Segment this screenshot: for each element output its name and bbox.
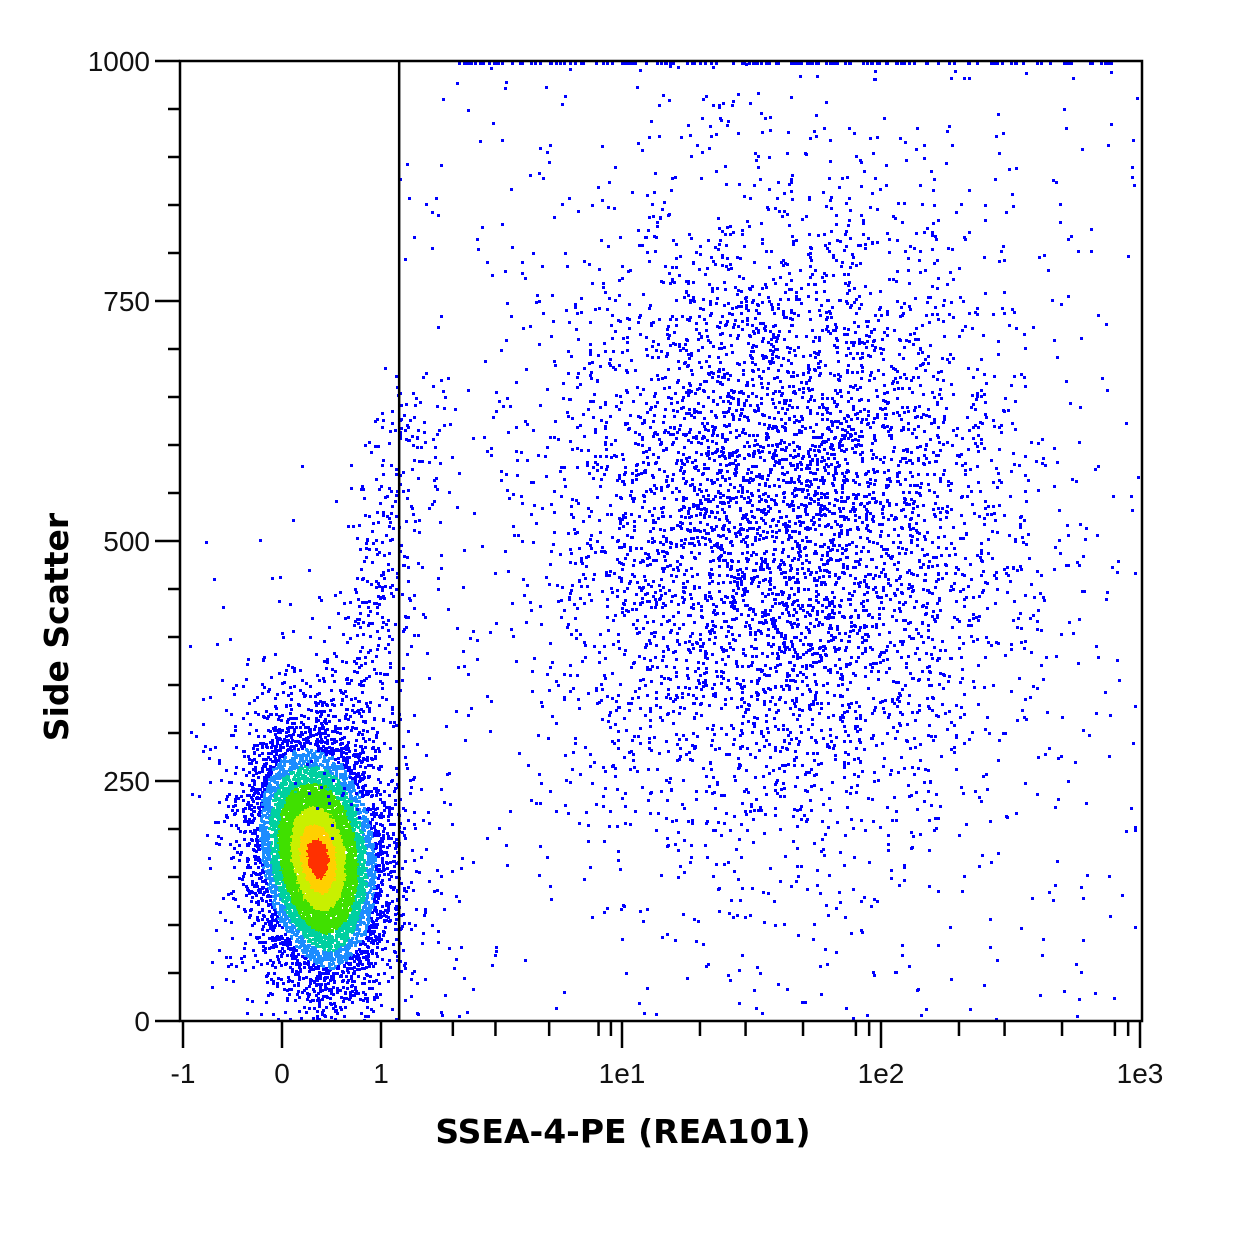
x-tick-label: 1e3 (1117, 1058, 1164, 1089)
y-tick-label: 250 (103, 766, 150, 797)
y-tick-label: 1000 (88, 46, 150, 77)
y-axis: 0 250 500 750 1000 (88, 46, 180, 1037)
data-points (189, 62, 1140, 1022)
x-axis: -1 0 1 1e1 1e2 1e3 (171, 1021, 1164, 1089)
x-tick-label: 0 (274, 1058, 290, 1089)
y-tick-label: 750 (103, 286, 150, 317)
x-tick-label: 1 (373, 1058, 389, 1089)
x-tick-label: -1 (171, 1058, 196, 1089)
x-tick-label: 1e1 (599, 1058, 646, 1089)
y-tick-label: 0 (134, 1006, 150, 1037)
x-axis-title: SSEA-4-PE (REA101) (435, 1112, 810, 1151)
y-tick-label: 500 (103, 526, 150, 557)
x-tick-label: 1e2 (858, 1058, 905, 1089)
y-axis-title: Side Scatter (37, 512, 76, 741)
